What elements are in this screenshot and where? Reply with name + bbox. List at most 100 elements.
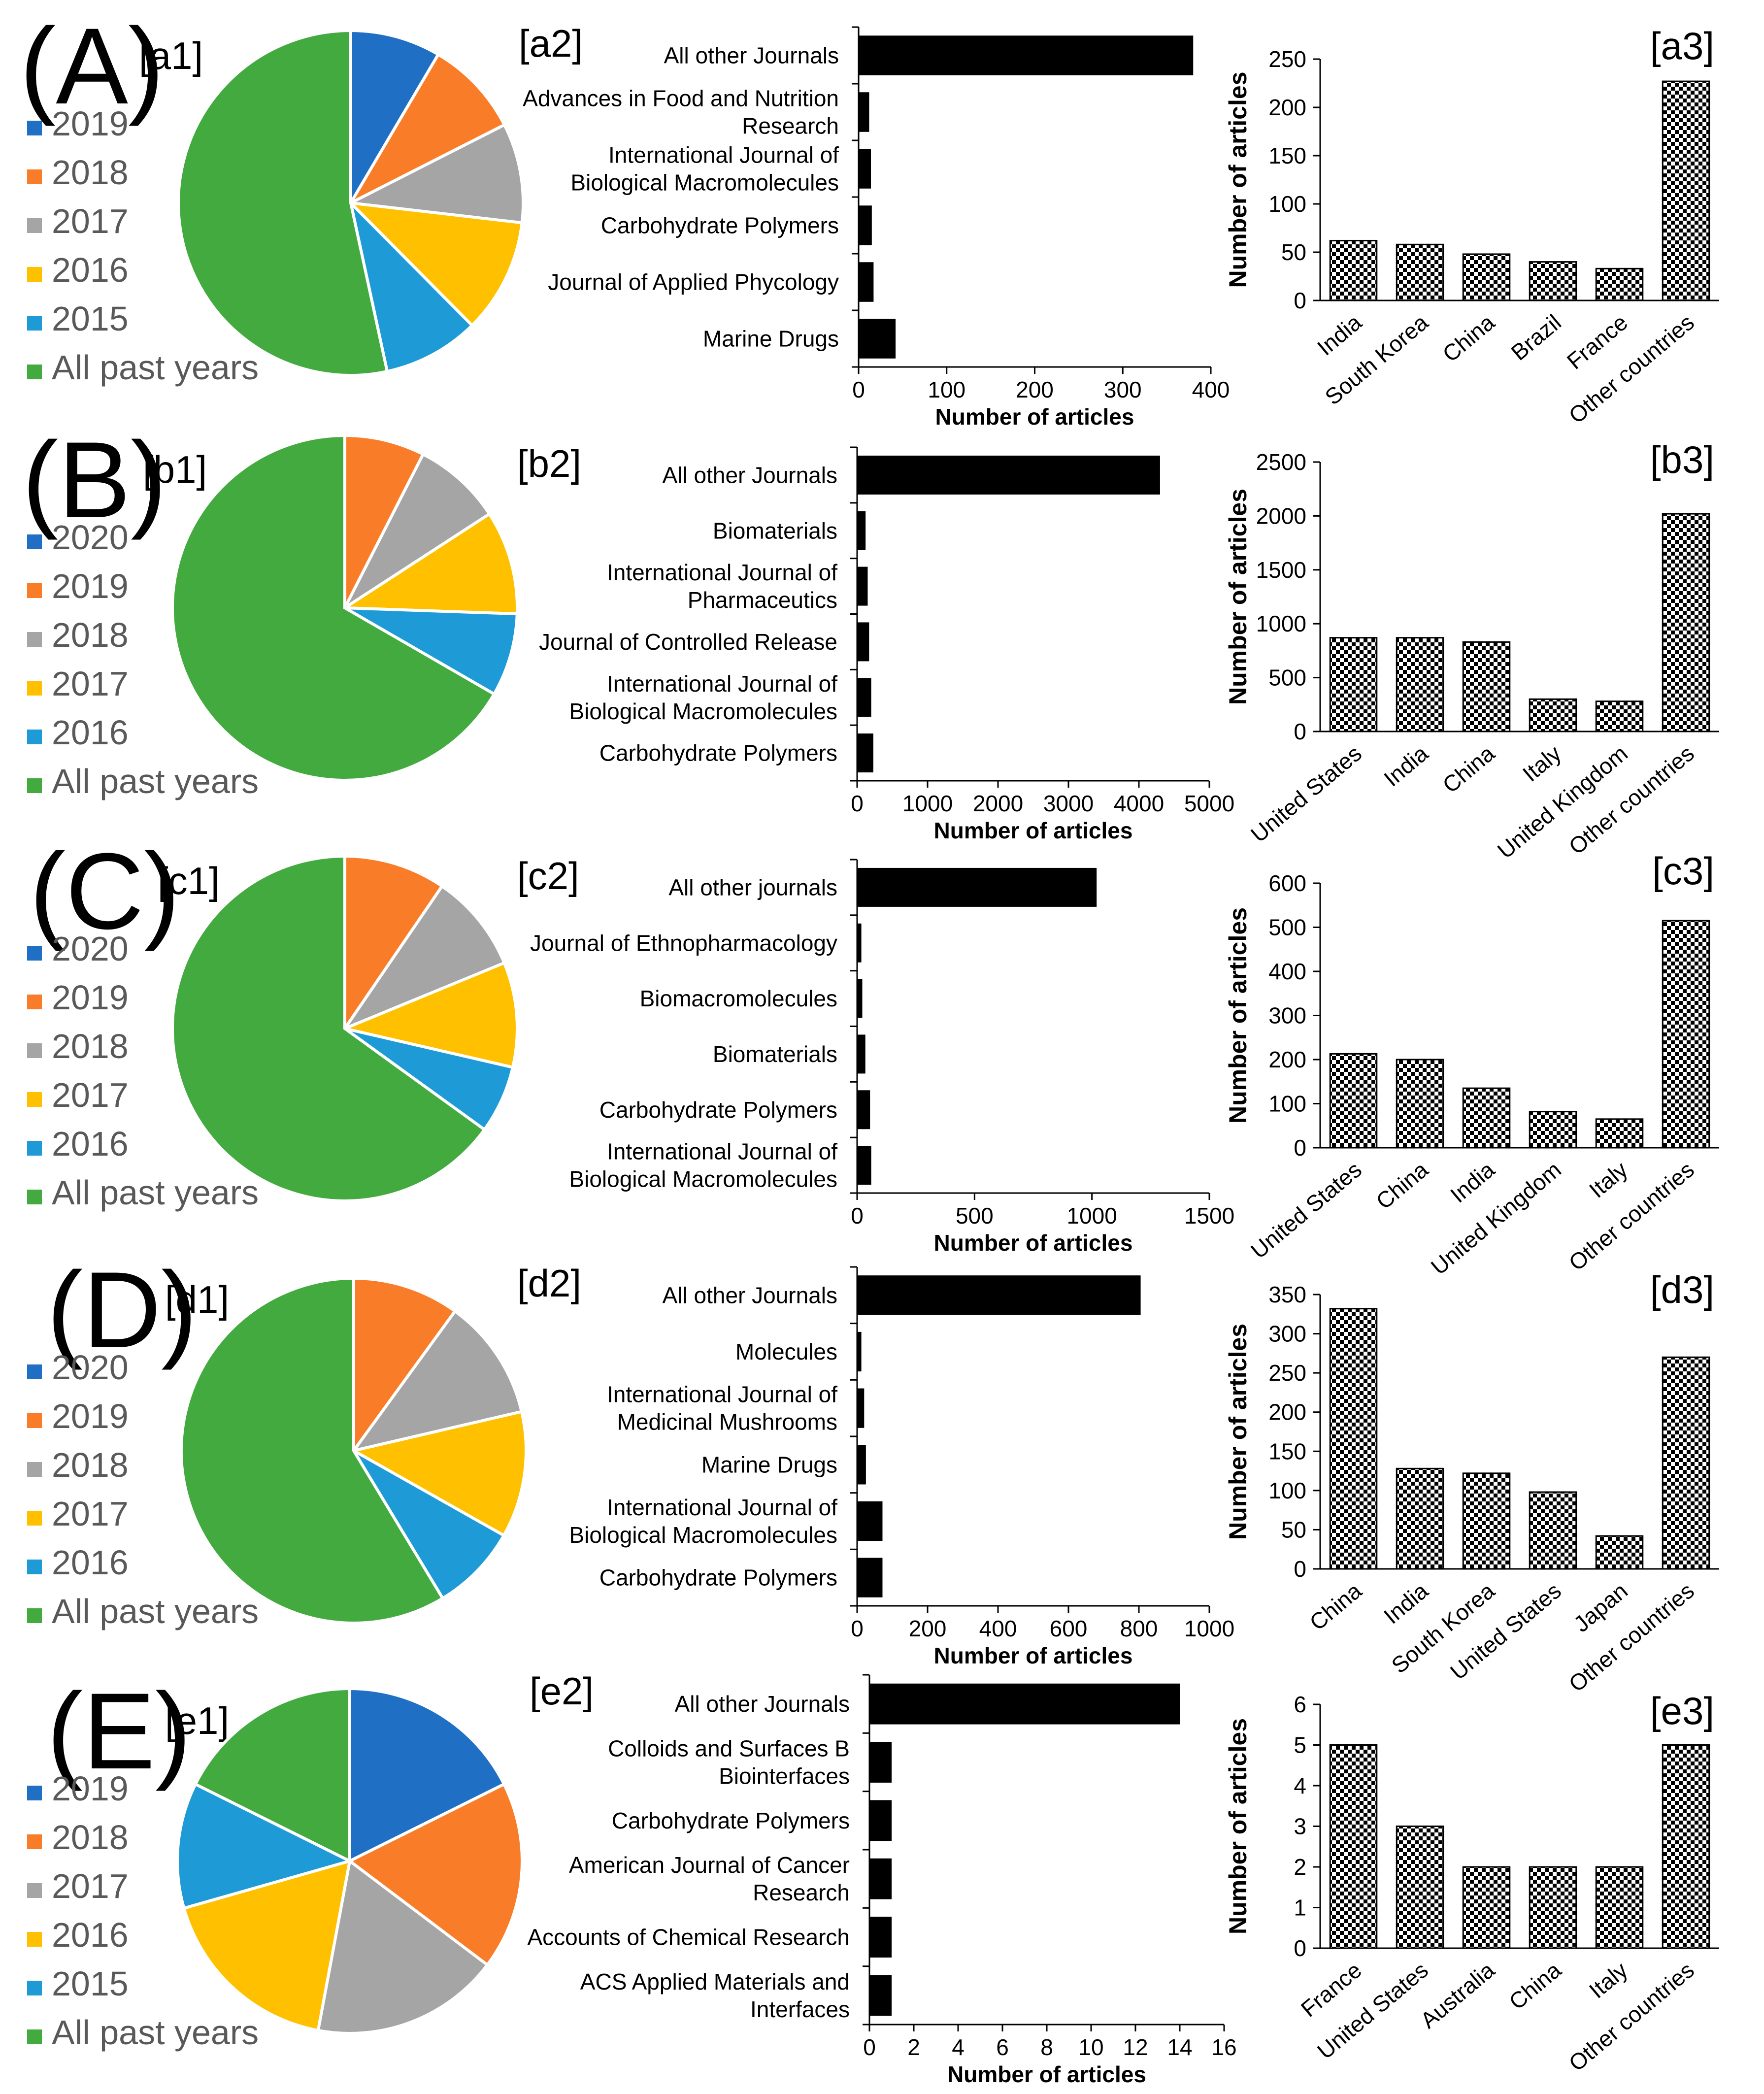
country-y-tick-label: 1500 [1256,557,1306,583]
journal-bar [859,319,896,359]
journal-bar [857,1034,865,1074]
journal-x-tick-label: 0 [851,1203,864,1229]
country-chart-tag: [d3] [1650,1268,1714,1311]
legend-swatch [27,121,42,135]
legend-label: 2017 [52,1495,129,1533]
journal-x-tick-label: 0 [863,2034,876,2060]
legend-swatch [27,1932,42,1947]
journal-x-tick-label: 4 [952,2034,965,2060]
pie-slice [177,29,389,377]
country-y-tick-label: 3 [1294,1814,1306,1839]
journal-x-tick-label: 10 [1078,2034,1103,2060]
journal-label: Carbohydrate Polymers [599,740,837,766]
legend-swatch [27,632,42,647]
country-bar [1329,1744,1378,1949]
country-y-tick-label: 500 [1268,665,1306,691]
country-y-tick-label: 4 [1294,1773,1306,1798]
journal-label: Carbohydrate Polymers [601,213,839,238]
country-y-tick-label: 100 [1268,191,1306,217]
legend-swatch [27,1043,42,1058]
journal-x-tick-label: 0 [851,1616,864,1641]
country-bar [1396,1467,1444,1570]
country-label: Australia [1415,1957,1499,2033]
country-label: Other countries [1564,1157,1699,1276]
country-bar [1462,1866,1511,1949]
country-bar [1329,1308,1378,1570]
journal-label: All other Journals [675,1691,850,1717]
country-chart-tag: [b3] [1650,438,1714,481]
pie-slice [346,201,524,328]
country-chart-tag: [a3] [1650,24,1714,67]
journal-bar [857,979,863,1018]
legend-label: 2017 [52,665,129,703]
pie-slice [349,1410,528,1538]
journal-x-tick-label: 1000 [1066,1203,1117,1229]
legend-swatch [27,1462,42,1477]
journal-label: Biointerfaces [719,1763,850,1789]
pie-slice [340,961,519,1069]
country-bar [1462,253,1511,301]
country-y-tick-label: 0 [1294,719,1306,744]
pie-slice [193,1687,351,1863]
country-y-tick-label: 150 [1268,143,1306,168]
journal-x-tick-label: 800 [1120,1616,1158,1641]
country-bar [1662,920,1710,1149]
journal-label: Research [742,113,839,139]
journal-bar [859,262,874,302]
country-chart-tag: [e3] [1650,1689,1714,1732]
journal-label: Biomacromolecules [640,986,837,1011]
legend-swatch [27,1190,42,1204]
journal-bar [857,733,873,773]
journal-label: Medicinal Mushrooms [617,1409,837,1435]
country-bar [1396,1826,1444,1949]
country-label: India [1445,1157,1499,1208]
journal-x-tick-label: 0 [852,377,865,402]
journal-label: American Journal of Cancer [569,1852,850,1878]
country-y-tick-label: 350 [1268,1282,1306,1307]
country-y-tick-label: 250 [1268,46,1306,72]
pie-slice [340,512,519,616]
journal-label: Interfaces [750,1996,850,2022]
country-label: China [1504,1957,1566,2015]
country-label: Brazil [1506,309,1566,366]
journal-x-tick-label: 2000 [973,791,1023,816]
country-label: Italy [1518,740,1566,787]
legend-label: 2020 [52,930,129,968]
country-bar [1595,1118,1644,1149]
country-label: Italy [1584,1157,1632,1203]
journal-bar [869,1975,892,2016]
country-y-tick-label: 200 [1268,1399,1306,1425]
legend-label: All past years [52,762,259,800]
legend-label: All past years [52,1173,259,1212]
journal-x-tick-label: 14 [1167,2034,1192,2060]
country-y-tick-label: 1000 [1256,611,1306,636]
country-bar [1662,513,1710,732]
journal-x-tick-label: 300 [1104,377,1142,402]
country-bar [1329,1053,1378,1149]
journal-bar [857,678,871,717]
country-label: India [1312,309,1366,361]
journal-x-tick-label: 5000 [1184,791,1234,816]
legend-swatch [27,218,42,233]
journal-bar [869,1800,892,1841]
legend-swatch [27,2029,42,2044]
country-y-axis-title: Number of articles [1224,71,1252,288]
journal-label: ACS Applied Materials and [580,1969,850,1994]
legend-swatch [27,681,42,696]
panel-A: (A)[a1] 2019 2018 2017 2016 2015 All past year… [20,5,1719,430]
legend-swatch [27,1834,42,1849]
journal-label: All other Journals [663,462,837,488]
country-label: Italy [1584,1957,1632,2003]
country-bar [1396,1059,1444,1149]
legend-swatch [27,267,42,282]
country-label: China [1437,740,1499,798]
legend-label: All past years [52,2013,259,2052]
legend-swatch [27,1608,42,1623]
pie-slice [349,1446,506,1600]
journal-label: Journal of Controlled Release [539,629,837,655]
panel-label: (D) [47,1249,197,1370]
panel-label: (B) [22,419,166,540]
legend-label: 2015 [52,1964,129,2003]
